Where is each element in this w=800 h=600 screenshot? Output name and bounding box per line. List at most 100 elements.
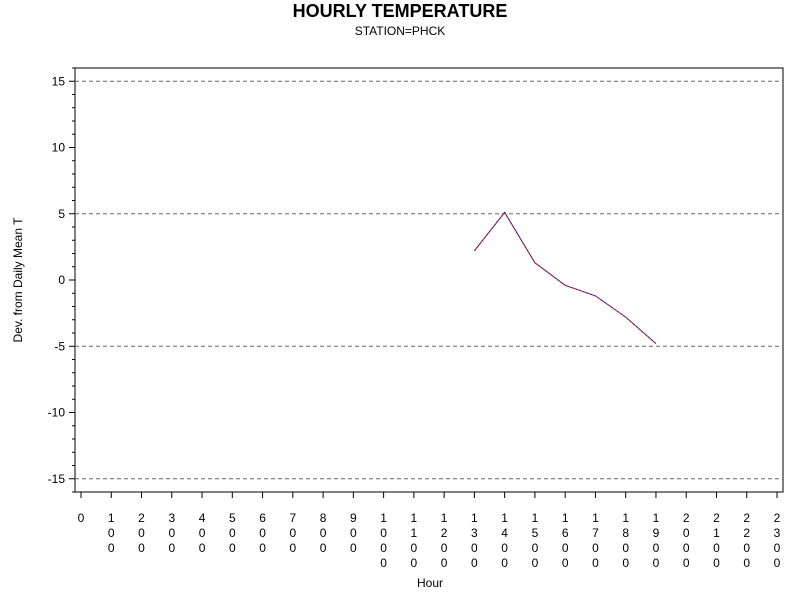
- x-tick-digit: 0: [622, 556, 629, 570]
- x-tick-digit: 2: [743, 526, 750, 540]
- x-tick-digit: 0: [562, 541, 569, 555]
- x-tick-digit: 0: [380, 541, 387, 555]
- x-tick-digit: 4: [199, 511, 206, 525]
- x-tick-digit: 0: [653, 541, 660, 555]
- x-tick-digit: 9: [350, 511, 357, 525]
- x-tick-digit: 0: [380, 526, 387, 540]
- x-tick-digit: 4: [501, 526, 508, 540]
- x-tick-digit: 1: [592, 511, 599, 525]
- y-tick-label: -10: [48, 406, 66, 420]
- chart-subtitle: STATION=PHCK: [355, 24, 446, 38]
- x-tick-label: 0: [78, 511, 85, 525]
- x-tick-digit: 1: [108, 511, 115, 525]
- x-tick-digit: 0: [743, 556, 750, 570]
- x-tick-digit: 9: [653, 526, 660, 540]
- x-tick-digit: 8: [320, 511, 327, 525]
- x-tick-digit: 0: [501, 541, 508, 555]
- series-line-1: [473, 211, 657, 344]
- x-tick-digit: 7: [592, 526, 599, 540]
- y-tick-label: 5: [58, 207, 65, 221]
- x-tick-digit: 0: [259, 526, 266, 540]
- x-tick-digit: 7: [289, 511, 296, 525]
- x-tick-digit: 0: [289, 541, 296, 555]
- x-tick-digit: 2: [138, 511, 145, 525]
- x-tick-digit: 5: [229, 511, 236, 525]
- x-tick-digit: 0: [592, 556, 599, 570]
- x-tick-digit: 0: [108, 526, 115, 540]
- x-tick-digit: 0: [683, 541, 690, 555]
- y-tick-label: 15: [52, 74, 66, 88]
- x-tick-digit: 1: [441, 511, 448, 525]
- x-tick-digit: 5: [532, 526, 539, 540]
- chart-title: HOURLY TEMPERATURE: [293, 1, 508, 21]
- x-tick-digit: 0: [229, 526, 236, 540]
- x-tick-digit: 0: [713, 541, 720, 555]
- x-tick-digit: 0: [108, 541, 115, 555]
- x-tick-digit: 0: [471, 556, 478, 570]
- series-line-2: [473, 211, 657, 344]
- x-tick-digit: 0: [774, 541, 781, 555]
- x-tick-digit: 1: [411, 511, 418, 525]
- x-tick-digit: 0: [622, 541, 629, 555]
- y-tick-label: 0: [58, 273, 65, 287]
- x-tick-digit: 1: [532, 511, 539, 525]
- x-tick-digit: 1: [653, 511, 660, 525]
- x-tick-digit: 2: [713, 511, 720, 525]
- x-tick-digit: 0: [168, 526, 175, 540]
- y-tick-label: 10: [52, 141, 66, 155]
- x-tick-digit: 0: [229, 541, 236, 555]
- plot-frame: [74, 67, 784, 493]
- x-tick-digit: 0: [592, 541, 599, 555]
- x-tick-digit: 0: [259, 541, 266, 555]
- x-tick-digit: 0: [199, 526, 206, 540]
- x-tick-digit: 0: [380, 556, 387, 570]
- x-tick-digit: 0: [138, 526, 145, 540]
- x-tick-digit: 0: [350, 526, 357, 540]
- x-tick-digit: 0: [441, 541, 448, 555]
- x-tick-digit: 1: [562, 511, 569, 525]
- x-tick-digit: 1: [411, 526, 418, 540]
- x-axis-label: Hour: [417, 576, 443, 590]
- x-tick-digit: 0: [320, 541, 327, 555]
- x-tick-digit: 0: [350, 541, 357, 555]
- x-tick-digit: 3: [168, 511, 175, 525]
- x-tick-digit: 2: [774, 511, 781, 525]
- x-tick-digit: 0: [441, 556, 448, 570]
- x-tick-digit: 0: [532, 556, 539, 570]
- reference-lines: [75, 80, 783, 480]
- x-tick-digit: 2: [683, 511, 690, 525]
- x-tick-digit: 0: [411, 541, 418, 555]
- x-tick-digit: 8: [622, 526, 629, 540]
- x-tick-digit: 0: [501, 556, 508, 570]
- x-axis: 0 1 0 02 0 03 0 04 0 05 0 06 0 07 0 08 0 09 0 01 0 0 01 1 0 01 2 0 0…: [78, 492, 781, 570]
- x-tick-digit: 2: [743, 511, 750, 525]
- x-tick-digit: 0: [289, 526, 296, 540]
- x-tick-digit: 0: [320, 526, 327, 540]
- x-tick-digit: 0: [78, 511, 85, 525]
- x-tick-digit: 1: [622, 511, 629, 525]
- y-tick-label: -15: [48, 472, 66, 486]
- x-tick-digit: 2: [441, 526, 448, 540]
- x-tick-digit: 1: [501, 511, 508, 525]
- x-tick-digit: 0: [713, 556, 720, 570]
- x-tick-digit: 1: [471, 511, 478, 525]
- x-tick-digit: 0: [411, 556, 418, 570]
